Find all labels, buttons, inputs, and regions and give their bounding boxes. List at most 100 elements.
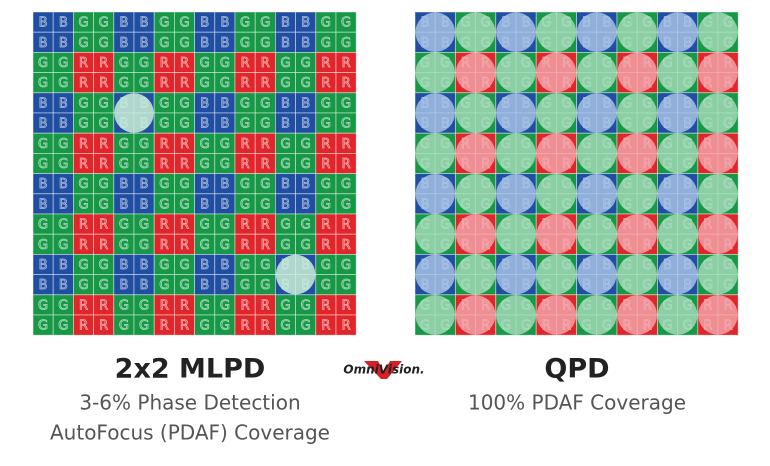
pixel-letter: R	[79, 298, 88, 313]
microlens	[536, 93, 577, 133]
pixel-letter: G	[220, 218, 230, 233]
pixel-letter: R	[261, 137, 270, 152]
microlens	[275, 254, 316, 295]
pixel-letter: R	[160, 218, 169, 233]
microlens	[536, 295, 577, 335]
pixel-letter: B	[220, 278, 229, 293]
pixel-letter: G	[159, 36, 169, 51]
pixel-letter: G	[280, 238, 290, 253]
pixel-letter: B	[140, 36, 149, 51]
pixel-letter: R	[321, 157, 330, 172]
pixel-letter: G	[260, 16, 270, 31]
pixel-letter: B	[59, 117, 68, 132]
pixel-letter: R	[79, 157, 88, 172]
pixel-letter: R	[79, 56, 88, 71]
pixel-letter: G	[260, 258, 270, 273]
pixel-letter: B	[200, 278, 209, 293]
microlens	[455, 52, 496, 93]
pixel-letter: R	[160, 319, 169, 334]
pixel-letter: B	[59, 16, 68, 31]
pixel-letter: G	[280, 56, 290, 71]
microlens	[577, 174, 617, 214]
pixel-letter: B	[140, 177, 149, 192]
pixel-letter: G	[99, 16, 109, 31]
pixel-letter: B	[200, 197, 209, 212]
pixel-letter: G	[301, 298, 311, 313]
pixel-letter: B	[39, 197, 48, 212]
pixel-letter: G	[341, 36, 351, 51]
pixel-letter: R	[99, 319, 108, 334]
pixel-letter: R	[180, 157, 189, 172]
pixel-letter: B	[281, 16, 290, 31]
right_panel-grid: BBGGBBGGBBGGBBGGBBGGBBGGBBGGBBGGGGRRGGRR…	[414, 11, 739, 336]
pixel-letter: G	[38, 137, 48, 152]
pixel-letter: B	[281, 117, 290, 132]
microlens	[657, 214, 698, 254]
pixel-letter: G	[240, 117, 250, 132]
microlens	[657, 254, 698, 295]
pixel-letter: G	[78, 36, 88, 51]
pixel-letter: R	[180, 298, 189, 313]
pixel-letter: R	[99, 137, 108, 152]
microlens	[415, 174, 455, 214]
pixel-letter: R	[342, 137, 351, 152]
pixel-letter: B	[39, 117, 48, 132]
microlens	[698, 254, 738, 295]
pixel-letter: G	[240, 96, 250, 111]
pixel-letter: G	[280, 76, 290, 91]
pixel-letter: G	[179, 117, 189, 132]
pixel-letter: G	[159, 258, 169, 273]
pixel-letter: B	[220, 96, 229, 111]
pixel-letter: B	[200, 117, 209, 132]
pixel-letter: G	[119, 298, 129, 313]
pixel-letter: G	[240, 177, 250, 192]
microlens	[617, 52, 657, 93]
pixel-letter: G	[78, 197, 88, 212]
microlens	[415, 214, 455, 254]
microlens	[455, 174, 496, 214]
pixel-letter: R	[261, 157, 270, 172]
microlens	[496, 52, 536, 93]
pixel-letter: R	[342, 238, 351, 253]
pixel-letter: G	[341, 16, 351, 31]
pixel-letter: R	[342, 298, 351, 313]
pixel-letter: B	[301, 177, 310, 192]
pixel-letter: G	[179, 177, 189, 192]
pixel-letter: B	[39, 278, 48, 293]
microlens	[536, 174, 577, 214]
pixel-letter: G	[58, 157, 68, 172]
pixel-letter: G	[321, 36, 331, 51]
pixel-letter: B	[301, 36, 310, 51]
microlens	[114, 93, 154, 133]
pixel-letter: R	[79, 76, 88, 91]
pixel-letter: B	[301, 16, 310, 31]
left-caption: 3-6% Phase Detection	[79, 391, 300, 415]
microlens	[415, 133, 455, 174]
pixel-letter: B	[220, 197, 229, 212]
pixel-letter: G	[38, 218, 48, 233]
pixel-letter: B	[301, 117, 310, 132]
pixel-letter: G	[240, 197, 250, 212]
pixel-letter: G	[99, 177, 109, 192]
pixel-letter: G	[99, 278, 109, 293]
pixel-letter: G	[301, 157, 311, 172]
pixel-letter: G	[341, 197, 351, 212]
pixel-letter: G	[179, 278, 189, 293]
logo-mark	[364, 361, 402, 379]
pixel-letter: G	[139, 238, 149, 253]
pixel-letter: R	[180, 319, 189, 334]
pixel-letter: G	[301, 137, 311, 152]
pixel-letter: G	[280, 298, 290, 313]
pixel-letter: B	[200, 16, 209, 31]
pixel-letter: G	[260, 177, 270, 192]
microlens	[536, 254, 577, 295]
microlens	[536, 52, 577, 93]
pixel-letter: B	[200, 96, 209, 111]
pixel-letter: B	[281, 96, 290, 111]
pixel-letter: G	[260, 36, 270, 51]
pixel-letter: B	[59, 197, 68, 212]
pixel-letter: G	[321, 96, 331, 111]
pixel-letter: R	[180, 76, 189, 91]
pixel-letter: R	[321, 298, 330, 313]
